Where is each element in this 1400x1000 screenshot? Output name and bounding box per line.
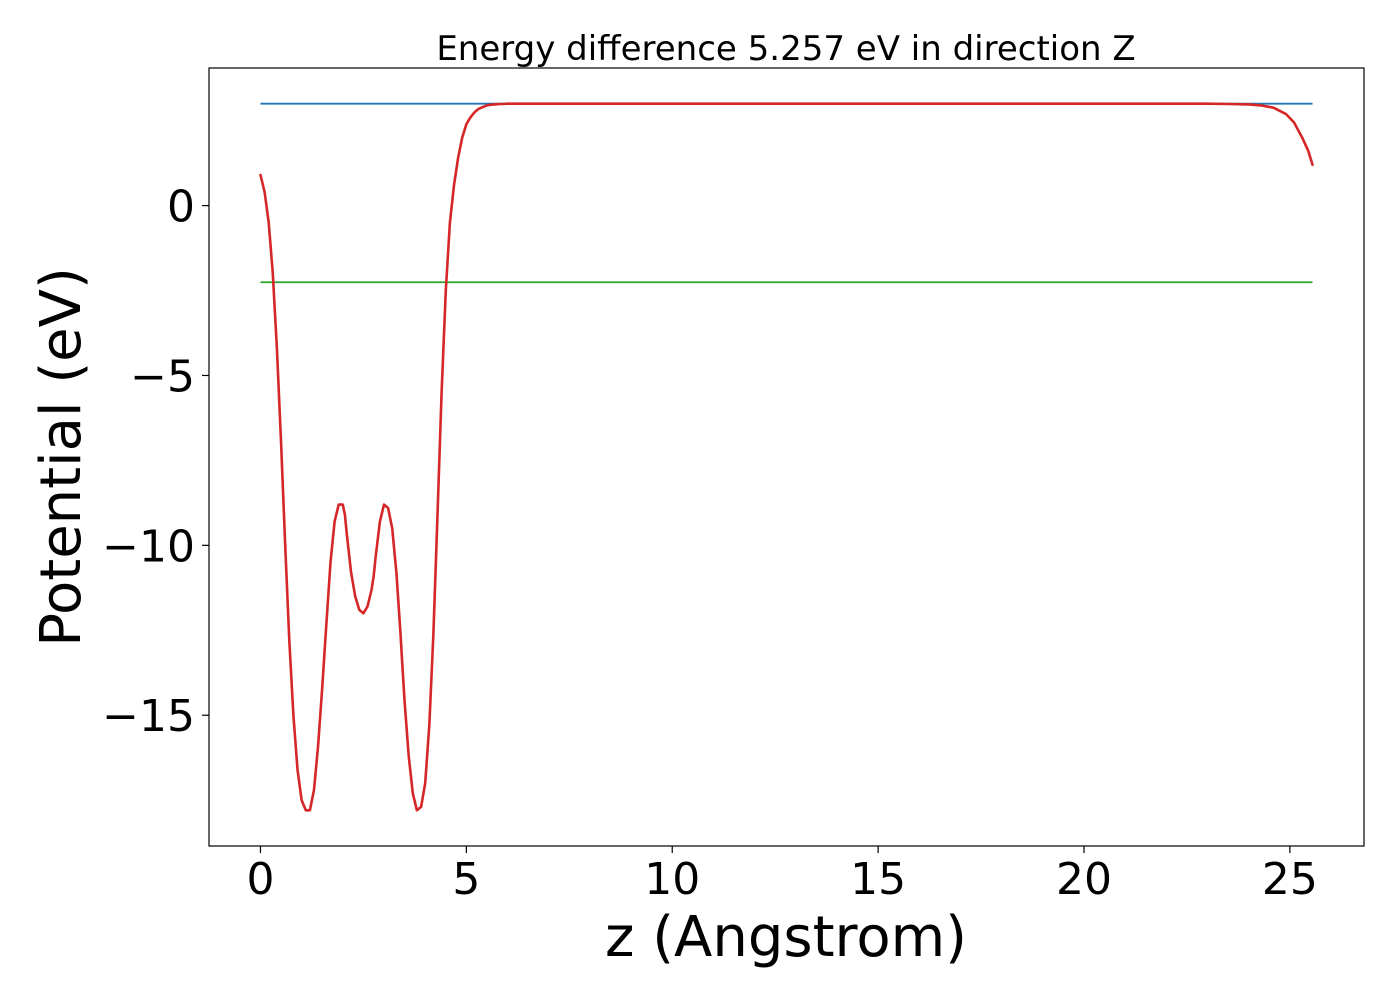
y-tick-label: −15 (102, 691, 195, 742)
y-tick-label: −5 (130, 351, 195, 402)
x-tick-label: 25 (1262, 854, 1318, 905)
x-tick-label: 0 (246, 854, 274, 905)
plot-area (259, 102, 1314, 812)
y-axis: 0 −5 −10 −15 (102, 182, 209, 742)
y-axis-label: Potential (eV) (29, 267, 94, 647)
axes-frame (208, 67, 1365, 847)
potential-curve (259, 102, 1314, 812)
x-tick-label: 10 (644, 854, 700, 905)
y-tick-label: −10 (102, 521, 195, 572)
x-tick-label: 15 (850, 854, 906, 905)
x-axis: 0 5 10 15 20 25 (246, 846, 1318, 905)
x-tick-label: 5 (452, 854, 480, 905)
x-axis-label: z (Angstrom) (605, 905, 967, 970)
chart-title: Energy difference 5.257 eV in direction … (436, 29, 1135, 69)
x-tick-label: 20 (1056, 854, 1112, 905)
y-tick-label: 0 (167, 182, 195, 233)
